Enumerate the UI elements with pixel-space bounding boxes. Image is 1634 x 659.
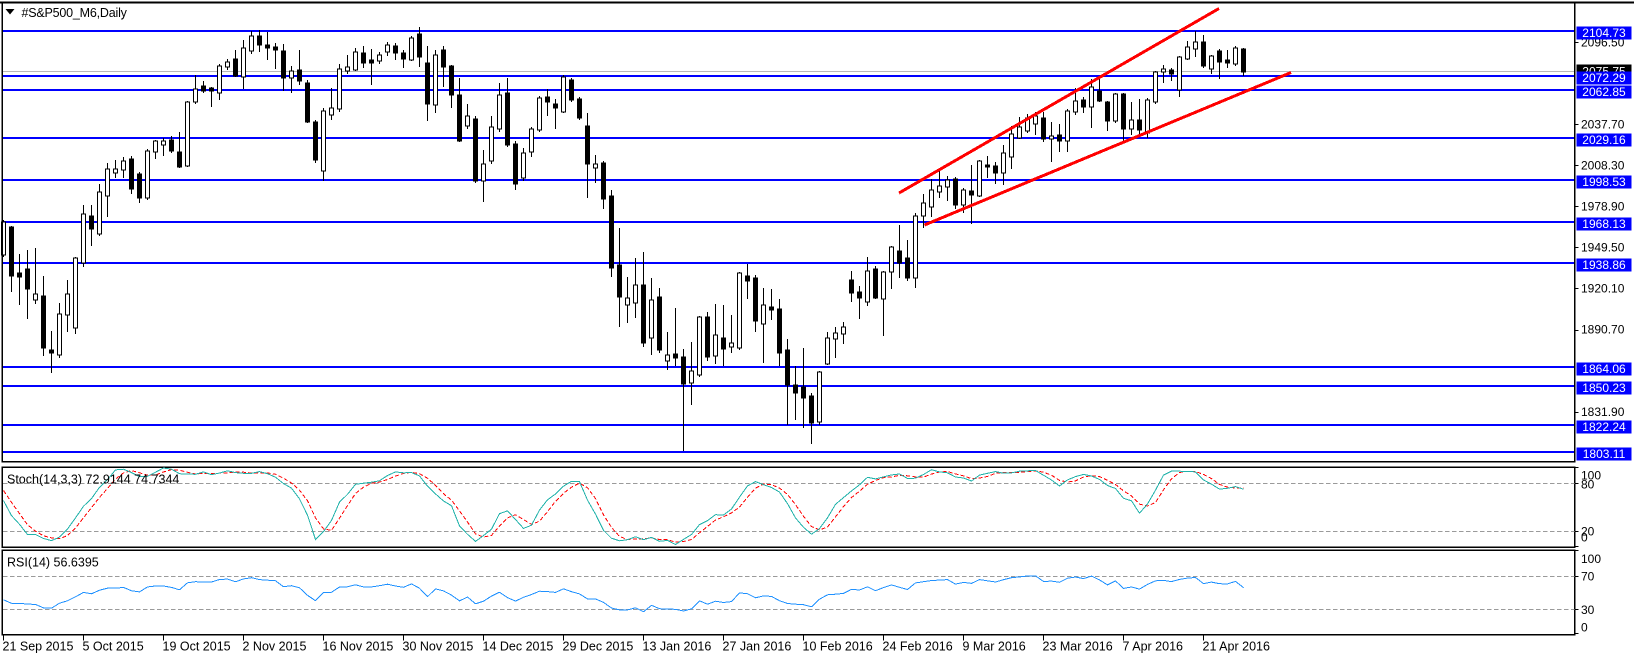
- svg-text:100: 100: [1581, 552, 1601, 566]
- svg-text:14 Dec 2015: 14 Dec 2015: [483, 640, 554, 654]
- svg-text:21 Apr 2016: 21 Apr 2016: [1203, 640, 1270, 654]
- svg-text:2037.70: 2037.70: [1581, 118, 1625, 132]
- svg-text:5 Oct 2015: 5 Oct 2015: [83, 640, 144, 654]
- svg-text:0: 0: [1581, 530, 1588, 544]
- svg-text:1864.06: 1864.06: [1582, 362, 1626, 376]
- svg-text:9 Mar 2016: 9 Mar 2016: [963, 640, 1026, 654]
- svg-text:70: 70: [1581, 570, 1595, 584]
- svg-text:100: 100: [1581, 469, 1601, 483]
- svg-text:#S&P500_M6,Daily: #S&P500_M6,Daily: [22, 6, 128, 20]
- svg-text:21 Sep 2015: 21 Sep 2015: [3, 640, 74, 654]
- svg-text:1850.23: 1850.23: [1582, 381, 1626, 395]
- svg-text:2062.85: 2062.85: [1582, 85, 1626, 99]
- svg-text:1978.90: 1978.90: [1581, 200, 1625, 214]
- svg-text:1968.13: 1968.13: [1582, 217, 1626, 231]
- svg-text:2029.16: 2029.16: [1582, 133, 1626, 147]
- svg-text:23 Mar 2016: 23 Mar 2016: [1043, 640, 1113, 654]
- svg-text:Stoch(14,3,3) 72.9144 74.7344: Stoch(14,3,3) 72.9144 74.7344: [7, 473, 179, 487]
- svg-text:0: 0: [1581, 621, 1588, 635]
- svg-text:1890.70: 1890.70: [1581, 323, 1625, 337]
- svg-text:1920.10: 1920.10: [1581, 282, 1625, 296]
- svg-text:2104.73: 2104.73: [1582, 26, 1626, 40]
- svg-text:2008.30: 2008.30: [1581, 159, 1625, 173]
- svg-text:29 Dec 2015: 29 Dec 2015: [563, 640, 634, 654]
- svg-text:1831.90: 1831.90: [1581, 405, 1625, 419]
- svg-text:30 Nov 2015: 30 Nov 2015: [403, 640, 474, 654]
- svg-text:7 Apr 2016: 7 Apr 2016: [1123, 640, 1184, 654]
- svg-text:1998.53: 1998.53: [1582, 175, 1626, 189]
- svg-text:16 Nov 2015: 16 Nov 2015: [323, 640, 394, 654]
- svg-text:1949.50: 1949.50: [1581, 241, 1625, 255]
- svg-text:10 Feb 2016: 10 Feb 2016: [803, 640, 873, 654]
- svg-text:20: 20: [1581, 524, 1595, 538]
- svg-text:2072.29: 2072.29: [1582, 71, 1626, 85]
- svg-text:27 Jan 2016: 27 Jan 2016: [723, 640, 792, 654]
- svg-text:19 Oct 2015: 19 Oct 2015: [163, 640, 231, 654]
- svg-text:30: 30: [1581, 603, 1595, 617]
- svg-text:80: 80: [1581, 478, 1595, 492]
- svg-text:2 Nov 2015: 2 Nov 2015: [243, 640, 307, 654]
- svg-text:1822.24: 1822.24: [1582, 420, 1626, 434]
- svg-text:13 Jan 2016: 13 Jan 2016: [643, 640, 712, 654]
- svg-text:1803.11: 1803.11: [1583, 447, 1626, 461]
- svg-text:24 Feb 2016: 24 Feb 2016: [883, 640, 953, 654]
- svg-text:RSI(14) 56.6395: RSI(14) 56.6395: [7, 556, 99, 570]
- svg-text:1938.86: 1938.86: [1582, 258, 1626, 272]
